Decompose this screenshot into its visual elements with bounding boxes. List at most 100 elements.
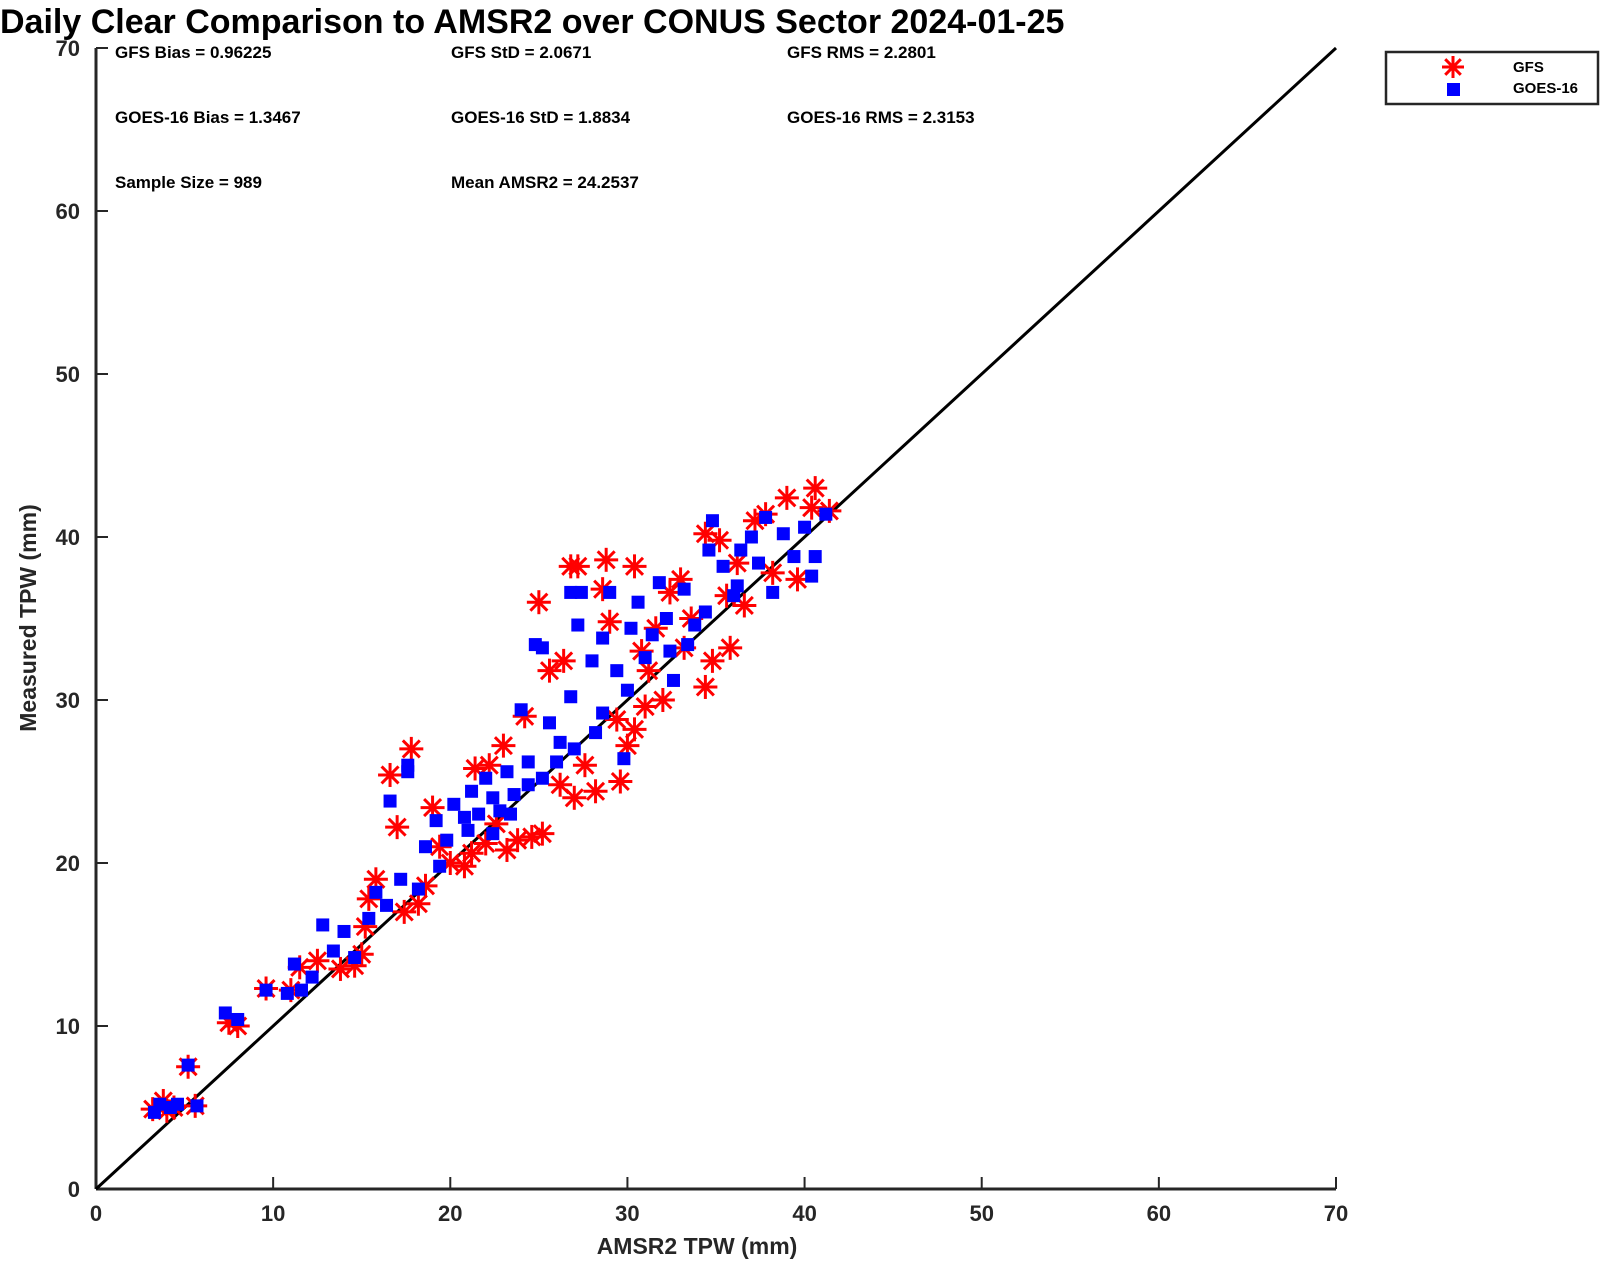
gfs-point bbox=[1442, 56, 1464, 78]
goes16-point bbox=[620, 683, 634, 697]
gfs-point bbox=[693, 674, 718, 699]
gfs-point bbox=[700, 648, 725, 673]
stat-sample-size: Sample Size = 989 bbox=[115, 173, 262, 192]
y-tick-label: 70 bbox=[56, 36, 80, 61]
goes16-point bbox=[766, 585, 780, 599]
goes16-point bbox=[638, 651, 652, 665]
gfs-point bbox=[650, 688, 675, 712]
goes16-point bbox=[819, 507, 833, 521]
legend-box bbox=[1384, 50, 1600, 106]
gfs-point bbox=[657, 580, 682, 605]
goes16-point bbox=[514, 703, 528, 717]
y-tick-label: 60 bbox=[56, 199, 80, 224]
goes16-point bbox=[440, 833, 454, 847]
gfs-point bbox=[399, 736, 424, 761]
x-tick-label: 10 bbox=[261, 1201, 285, 1226]
goes16-point bbox=[259, 983, 273, 997]
goes16-point bbox=[759, 510, 773, 524]
x-tick-label: 0 bbox=[90, 1201, 102, 1226]
goes16-point bbox=[535, 771, 549, 785]
axis-ticks: 0 10 20 30 40 50 60 70 0 10 20 30 40 50 60 70 bbox=[56, 36, 1349, 1226]
x-tick-label: 20 bbox=[438, 1201, 462, 1226]
goes16-point bbox=[645, 628, 659, 642]
goes16-point bbox=[170, 1097, 184, 1111]
goes16-point bbox=[808, 550, 822, 564]
goes16-point bbox=[631, 595, 645, 609]
goes16-point bbox=[564, 690, 578, 704]
goes16-point bbox=[472, 807, 486, 821]
goes16-point bbox=[394, 872, 408, 886]
plot-area: 0 10 20 30 40 50 60 70 0 10 20 30 40 50 60 70 bbox=[56, 36, 1349, 1226]
goes16-point bbox=[231, 1012, 245, 1026]
goes16-point bbox=[564, 585, 578, 599]
goes16-point bbox=[610, 664, 624, 678]
goes16-point bbox=[681, 638, 695, 652]
goes16-point bbox=[666, 673, 680, 687]
gfs-point bbox=[803, 476, 828, 501]
goes16-point bbox=[677, 582, 691, 596]
goes16-point bbox=[218, 1006, 232, 1020]
goes16-point bbox=[380, 898, 394, 912]
goes16-point bbox=[507, 788, 521, 802]
legend-goes16-label: GOES-16 bbox=[1513, 80, 1578, 97]
goes16-point bbox=[493, 804, 507, 818]
goes16-point bbox=[401, 765, 415, 779]
goes16-point bbox=[603, 585, 617, 599]
goes16-point bbox=[479, 771, 493, 785]
statistics-annotations: GFS Bias = 0.96225 GFS StD = 2.0671 GFS … bbox=[115, 43, 975, 192]
gfs-point bbox=[526, 590, 551, 615]
gfs-point bbox=[633, 694, 658, 719]
goes16-point bbox=[447, 797, 461, 811]
goes16-point bbox=[727, 589, 741, 603]
goes16-point bbox=[500, 765, 514, 779]
stat-mean-amsr2: Mean AMSR2 = 24.2537 bbox=[451, 173, 639, 192]
gfs-point bbox=[406, 891, 431, 916]
gfs-point bbox=[551, 648, 576, 673]
goes16-point bbox=[287, 957, 301, 971]
stat-goes-rms: GOES-16 RMS = 2.3153 bbox=[787, 108, 975, 127]
goes16-point bbox=[589, 726, 603, 740]
goes16-point bbox=[702, 543, 716, 557]
goes16-point bbox=[652, 576, 666, 590]
goes16-point bbox=[705, 514, 719, 528]
goes16-point bbox=[730, 579, 744, 593]
goes16-point bbox=[486, 827, 500, 841]
gfs-point bbox=[604, 707, 629, 732]
gfs-point bbox=[385, 815, 410, 840]
goes16-point bbox=[624, 621, 638, 635]
goes16-point bbox=[535, 641, 549, 655]
goes16-point bbox=[542, 716, 556, 730]
gfs-point bbox=[505, 828, 530, 853]
gfs-point bbox=[519, 824, 544, 849]
goes16-point bbox=[798, 520, 812, 534]
gfs-point bbox=[562, 785, 587, 810]
goes16-point bbox=[461, 823, 475, 837]
goes16-point bbox=[280, 986, 294, 1000]
goes16-point bbox=[411, 882, 425, 896]
goes16-point bbox=[383, 794, 397, 808]
goes16-point bbox=[486, 791, 500, 805]
goes16-point bbox=[744, 530, 758, 544]
y-tick-label: 10 bbox=[56, 1014, 80, 1039]
goes16-point bbox=[659, 612, 673, 625]
goes16-point bbox=[429, 814, 443, 828]
x-axis-label: AMSR2 TPW (mm) bbox=[597, 1233, 798, 1259]
gfs-point bbox=[608, 769, 633, 794]
y-tick-label: 20 bbox=[56, 851, 80, 876]
series-goes16 bbox=[147, 507, 833, 1119]
gfs-point bbox=[760, 560, 785, 585]
goes16-point bbox=[698, 605, 712, 619]
gfs-point bbox=[594, 547, 619, 572]
goes16-point bbox=[574, 585, 588, 599]
gfs-point bbox=[583, 779, 608, 804]
goes16-point bbox=[617, 752, 631, 766]
gfs-point bbox=[718, 635, 743, 660]
goes16-point bbox=[752, 556, 766, 570]
goes16-point bbox=[465, 784, 479, 798]
x-tick-label: 60 bbox=[1147, 1201, 1171, 1226]
identity-line-group bbox=[94, 46, 1338, 1191]
gfs-point bbox=[530, 821, 555, 846]
goes16-point bbox=[567, 742, 581, 756]
goes16-point bbox=[521, 778, 535, 792]
